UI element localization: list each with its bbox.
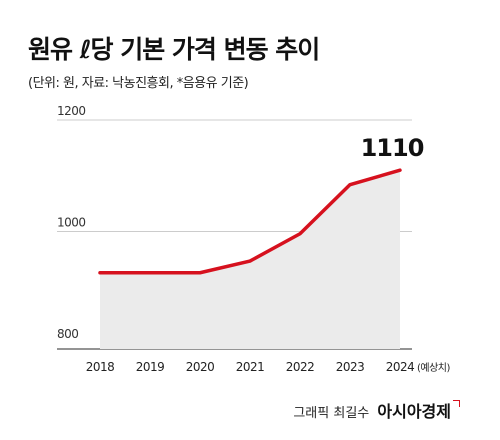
- area-fill: [100, 170, 400, 349]
- x-tick-suffix: (예상치): [417, 362, 451, 374]
- y-tick-label: 800: [57, 327, 78, 341]
- brand-mark-icon: [453, 400, 460, 407]
- credit: 그래픽 최길수 아시아경제: [293, 398, 460, 422]
- x-tick-label: 2018: [86, 360, 115, 374]
- credit-label: 그래픽 최길수: [293, 406, 370, 421]
- x-tick-label: 2021: [236, 360, 265, 374]
- x-tick-label: 2024: [386, 360, 415, 374]
- area-layer: [100, 170, 400, 349]
- brand-logo: 아시아경제: [377, 402, 451, 421]
- x-tick-label: 2020: [186, 360, 215, 374]
- chart-subtitle: (단위: 원, 자료: 낙농진흥회, *음용유 기준): [28, 76, 249, 91]
- y-tick-label: 1200: [57, 104, 86, 118]
- x-tick-label: 2022: [286, 360, 315, 374]
- chart-title: 원유 ℓ당 기본 가격 변동 추이: [28, 35, 320, 64]
- x-tick-label: 2019: [136, 360, 165, 374]
- label-layer: 800 1000 1200 1110 2018 2019 2020 2021 2022 2023 2…: [57, 104, 451, 374]
- y-tick-label: 1000: [57, 216, 86, 230]
- line-layer: [98, 168, 402, 275]
- highlight-value-label: 1110: [361, 134, 424, 162]
- x-tick-label: 2023: [336, 360, 365, 374]
